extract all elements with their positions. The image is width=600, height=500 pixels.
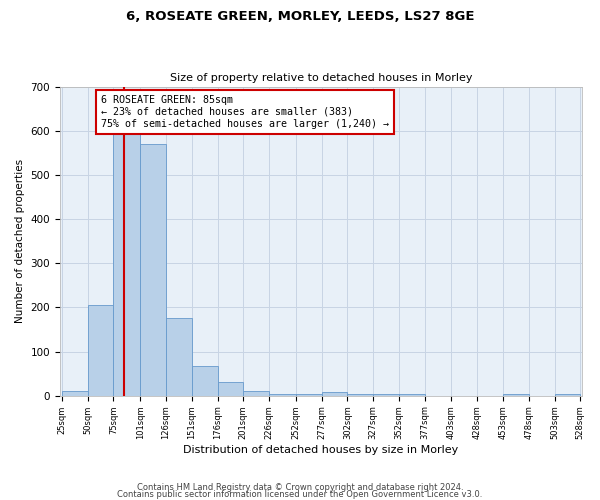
Bar <box>347 394 373 396</box>
Bar <box>269 394 296 396</box>
X-axis label: Distribution of detached houses by size in Morley: Distribution of detached houses by size … <box>184 445 459 455</box>
Bar <box>296 394 322 396</box>
Text: Contains HM Land Registry data © Crown copyright and database right 2024.: Contains HM Land Registry data © Crown c… <box>137 484 463 492</box>
Bar <box>554 394 580 396</box>
Y-axis label: Number of detached properties: Number of detached properties <box>15 159 25 323</box>
Bar <box>88 305 113 396</box>
Text: Contains public sector information licensed under the Open Government Licence v3: Contains public sector information licen… <box>118 490 482 499</box>
Text: 6, ROSEATE GREEN, MORLEY, LEEDS, LS27 8GE: 6, ROSEATE GREEN, MORLEY, LEEDS, LS27 8G… <box>126 10 474 23</box>
Bar <box>244 392 269 396</box>
Bar <box>503 394 529 396</box>
Bar <box>373 394 399 396</box>
Title: Size of property relative to detached houses in Morley: Size of property relative to detached ho… <box>170 73 472 83</box>
Bar <box>62 392 88 396</box>
Bar <box>140 144 166 396</box>
Text: 6 ROSEATE GREEN: 85sqm
← 23% of detached houses are smaller (383)
75% of semi-de: 6 ROSEATE GREEN: 85sqm ← 23% of detached… <box>101 96 389 128</box>
Bar <box>166 318 192 396</box>
Bar <box>218 382 244 396</box>
Bar <box>113 108 140 396</box>
Bar <box>322 392 347 396</box>
Bar <box>192 366 218 396</box>
Bar <box>399 394 425 396</box>
